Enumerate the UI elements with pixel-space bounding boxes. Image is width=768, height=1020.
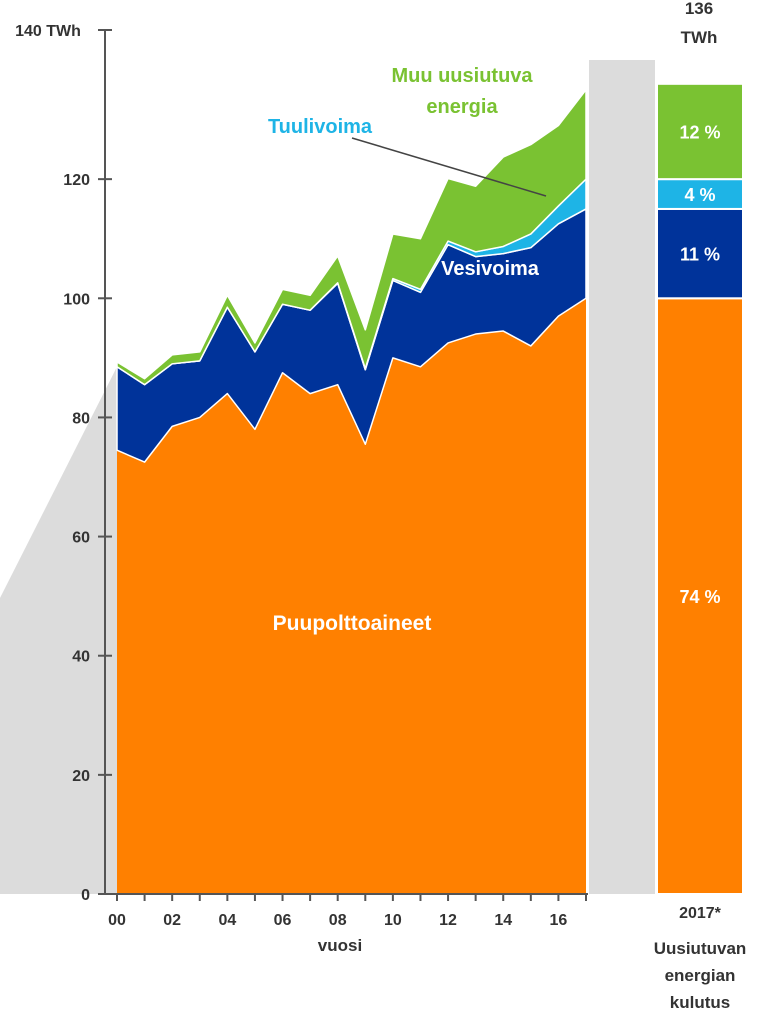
y-axis: 0 20 40 60 80 100 120 <box>63 29 112 904</box>
x-tick-label: 04 <box>218 912 236 929</box>
x-tick-label: 10 <box>384 912 402 929</box>
x-axis-title: vuosi <box>318 936 362 955</box>
series-label-puupolttoaineet: Puupolttoaineet <box>273 612 432 635</box>
x-tick-label: 02 <box>163 912 181 929</box>
x-tick-label: 06 <box>274 912 292 929</box>
zoom-wedge <box>0 366 117 894</box>
y-axis-unit-label: 140 TWh <box>15 23 81 40</box>
x-tick-label: 12 <box>439 912 457 929</box>
bar-2017-year-label: 2017* <box>679 905 722 922</box>
x-tick-label: 14 <box>494 912 512 929</box>
tuulivoima-leader-line <box>351 137 547 197</box>
y-tick-label: 120 <box>63 172 90 189</box>
total-2017-value: 136 <box>685 0 713 18</box>
bar-2017-caption-line1: Uusiutuvan <box>654 939 747 958</box>
series-label-muu-uusiutuva-line2: energia <box>426 96 498 118</box>
y-tick-label: 60 <box>72 530 90 547</box>
bar-2017-share-label: 12 % <box>679 122 720 142</box>
y-tick-label: 0 <box>81 887 90 904</box>
bar-2017-share-label: 74 % <box>679 587 720 607</box>
bar-2017-share-label: 4 % <box>684 185 715 205</box>
bar-2017-segment-tuulivoima <box>656 178 744 210</box>
area-series-group <box>116 89 587 894</box>
x-tick-label: 08 <box>329 912 347 929</box>
series-label-muu-uusiutuva-line1: Muu uusiutuva <box>391 65 533 87</box>
series-label-tuulivoima: Tuulivoima <box>268 116 373 138</box>
x-tick-label: 16 <box>550 912 568 929</box>
x-tick-label: 00 <box>108 912 126 929</box>
area-puupolttoaineet <box>117 298 586 894</box>
series-label-vesivoima: Vesivoima <box>441 258 540 280</box>
y-tick-label: 100 <box>63 291 90 308</box>
bar-2017-segment-puupolttoaineet <box>656 297 744 895</box>
bar-2017-caption-line2: energian <box>665 966 736 985</box>
x-axis: 00 02 04 06 08 10 12 14 16 <box>105 893 588 929</box>
bar-2017-segment-vesivoima <box>656 207 744 300</box>
bar-2017-share-label: 11 % <box>680 245 720 265</box>
separator-column <box>589 60 655 894</box>
bar-2017-segment-muu-uusiutuva-energia <box>656 82 744 181</box>
y-tick-label: 20 <box>72 768 90 785</box>
y-tick-label: 80 <box>72 410 90 427</box>
bar-2017: 74 % 11 % 4 % 12 % <box>656 82 744 895</box>
bar-2017-caption-line3: kulutus <box>670 993 730 1012</box>
total-2017-unit: TWh <box>681 28 718 47</box>
y-tick-label: 40 <box>72 649 90 666</box>
area-muu-uusiutuva-energia <box>116 89 587 386</box>
